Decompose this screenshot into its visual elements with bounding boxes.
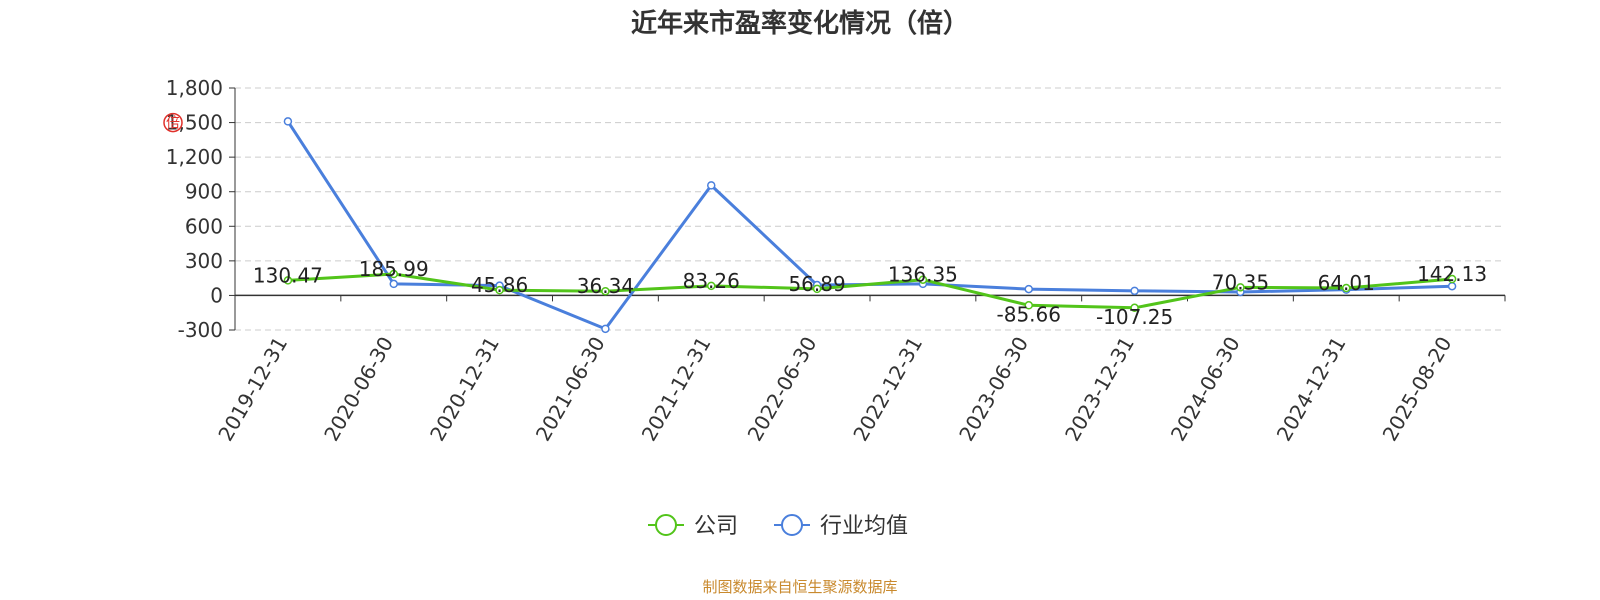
chart-title: 近年来市盈率变化情况（倍） bbox=[631, 8, 969, 39]
data-label: -107.25 bbox=[1096, 305, 1173, 329]
grid-lines bbox=[235, 87, 1505, 331]
x-tick-label: 2020-06-30 bbox=[319, 333, 398, 446]
data-point bbox=[1130, 286, 1139, 296]
unit-mark-label: 倍 bbox=[166, 116, 180, 132]
data-point bbox=[389, 269, 398, 279]
data-point bbox=[707, 181, 716, 190]
y-tick-label: 0 bbox=[210, 283, 223, 307]
data-point bbox=[1447, 274, 1457, 284]
data-point bbox=[601, 324, 610, 334]
x-tick-label: 2022-12-31 bbox=[848, 333, 927, 446]
y-tick-label: 300 bbox=[185, 249, 223, 273]
x-tick-label: 2024-06-30 bbox=[1166, 333, 1245, 446]
legend[interactable]: 公司 行业均值 bbox=[648, 514, 908, 539]
y-tick-label: 1,200 bbox=[166, 145, 223, 169]
data-point bbox=[601, 286, 610, 296]
data-point bbox=[918, 275, 928, 284]
data-label: 136.35 bbox=[888, 263, 958, 287]
legend-label-company: 公司 bbox=[694, 514, 738, 539]
data-point bbox=[495, 285, 504, 295]
data-point bbox=[283, 117, 293, 126]
data-label: -85.66 bbox=[997, 302, 1061, 326]
data-label: 185.99 bbox=[359, 257, 429, 281]
data-point bbox=[283, 276, 293, 285]
y-tick-label: 900 bbox=[185, 180, 223, 204]
series-layer bbox=[283, 117, 1457, 334]
y-tick-label: 600 bbox=[185, 214, 223, 238]
legend-label-industry: 行业均值 bbox=[820, 514, 908, 539]
data-point bbox=[1236, 283, 1245, 292]
data-point bbox=[389, 279, 398, 289]
data-label: 130.47 bbox=[253, 263, 323, 287]
data-label: 70.35 bbox=[1212, 270, 1269, 294]
data-label: 64.01 bbox=[1318, 271, 1375, 295]
y-tick-label: -300 bbox=[178, 318, 223, 342]
data-label: 36.34 bbox=[577, 274, 634, 298]
x-tick-label: 2019-12-31 bbox=[213, 333, 292, 446]
data-labels: 130.47 185.99 45.86 36.34 83.26 56.89 136.35 -8… bbox=[253, 257, 1487, 329]
x-tick-label: 2021-12-31 bbox=[637, 333, 716, 446]
data-point bbox=[1024, 284, 1033, 294]
x-tick-label: 2025-08-20 bbox=[1378, 333, 1457, 446]
data-point bbox=[1024, 301, 1033, 310]
data-point bbox=[812, 284, 822, 294]
x-tick-label: 2020-12-31 bbox=[425, 333, 504, 446]
x-tick-label: 2023-12-31 bbox=[1060, 333, 1139, 446]
data-label: 83.26 bbox=[683, 269, 740, 293]
data-label: 56.89 bbox=[788, 272, 845, 296]
data-point bbox=[1130, 303, 1139, 313]
source-note: 制图数据来自恒生聚源数据库 bbox=[702, 578, 897, 596]
unit-mark-circle bbox=[163, 112, 183, 133]
data-label: 142.13 bbox=[1417, 262, 1487, 286]
series-line-company bbox=[287, 272, 1453, 310]
x-tick-label: 2024-12-31 bbox=[1272, 333, 1351, 446]
y-tick-label: 1,800 bbox=[166, 76, 223, 100]
data-label: 45.86 bbox=[471, 273, 528, 297]
x-tick-label: 2022-06-30 bbox=[743, 333, 822, 446]
x-tick-label: 2023-06-30 bbox=[954, 333, 1033, 446]
legend-marker-industry bbox=[781, 514, 803, 536]
x-tick-label: 2021-06-30 bbox=[531, 333, 610, 446]
data-point bbox=[707, 281, 716, 291]
legend-marker-company bbox=[655, 514, 677, 536]
data-point bbox=[1342, 283, 1351, 293]
